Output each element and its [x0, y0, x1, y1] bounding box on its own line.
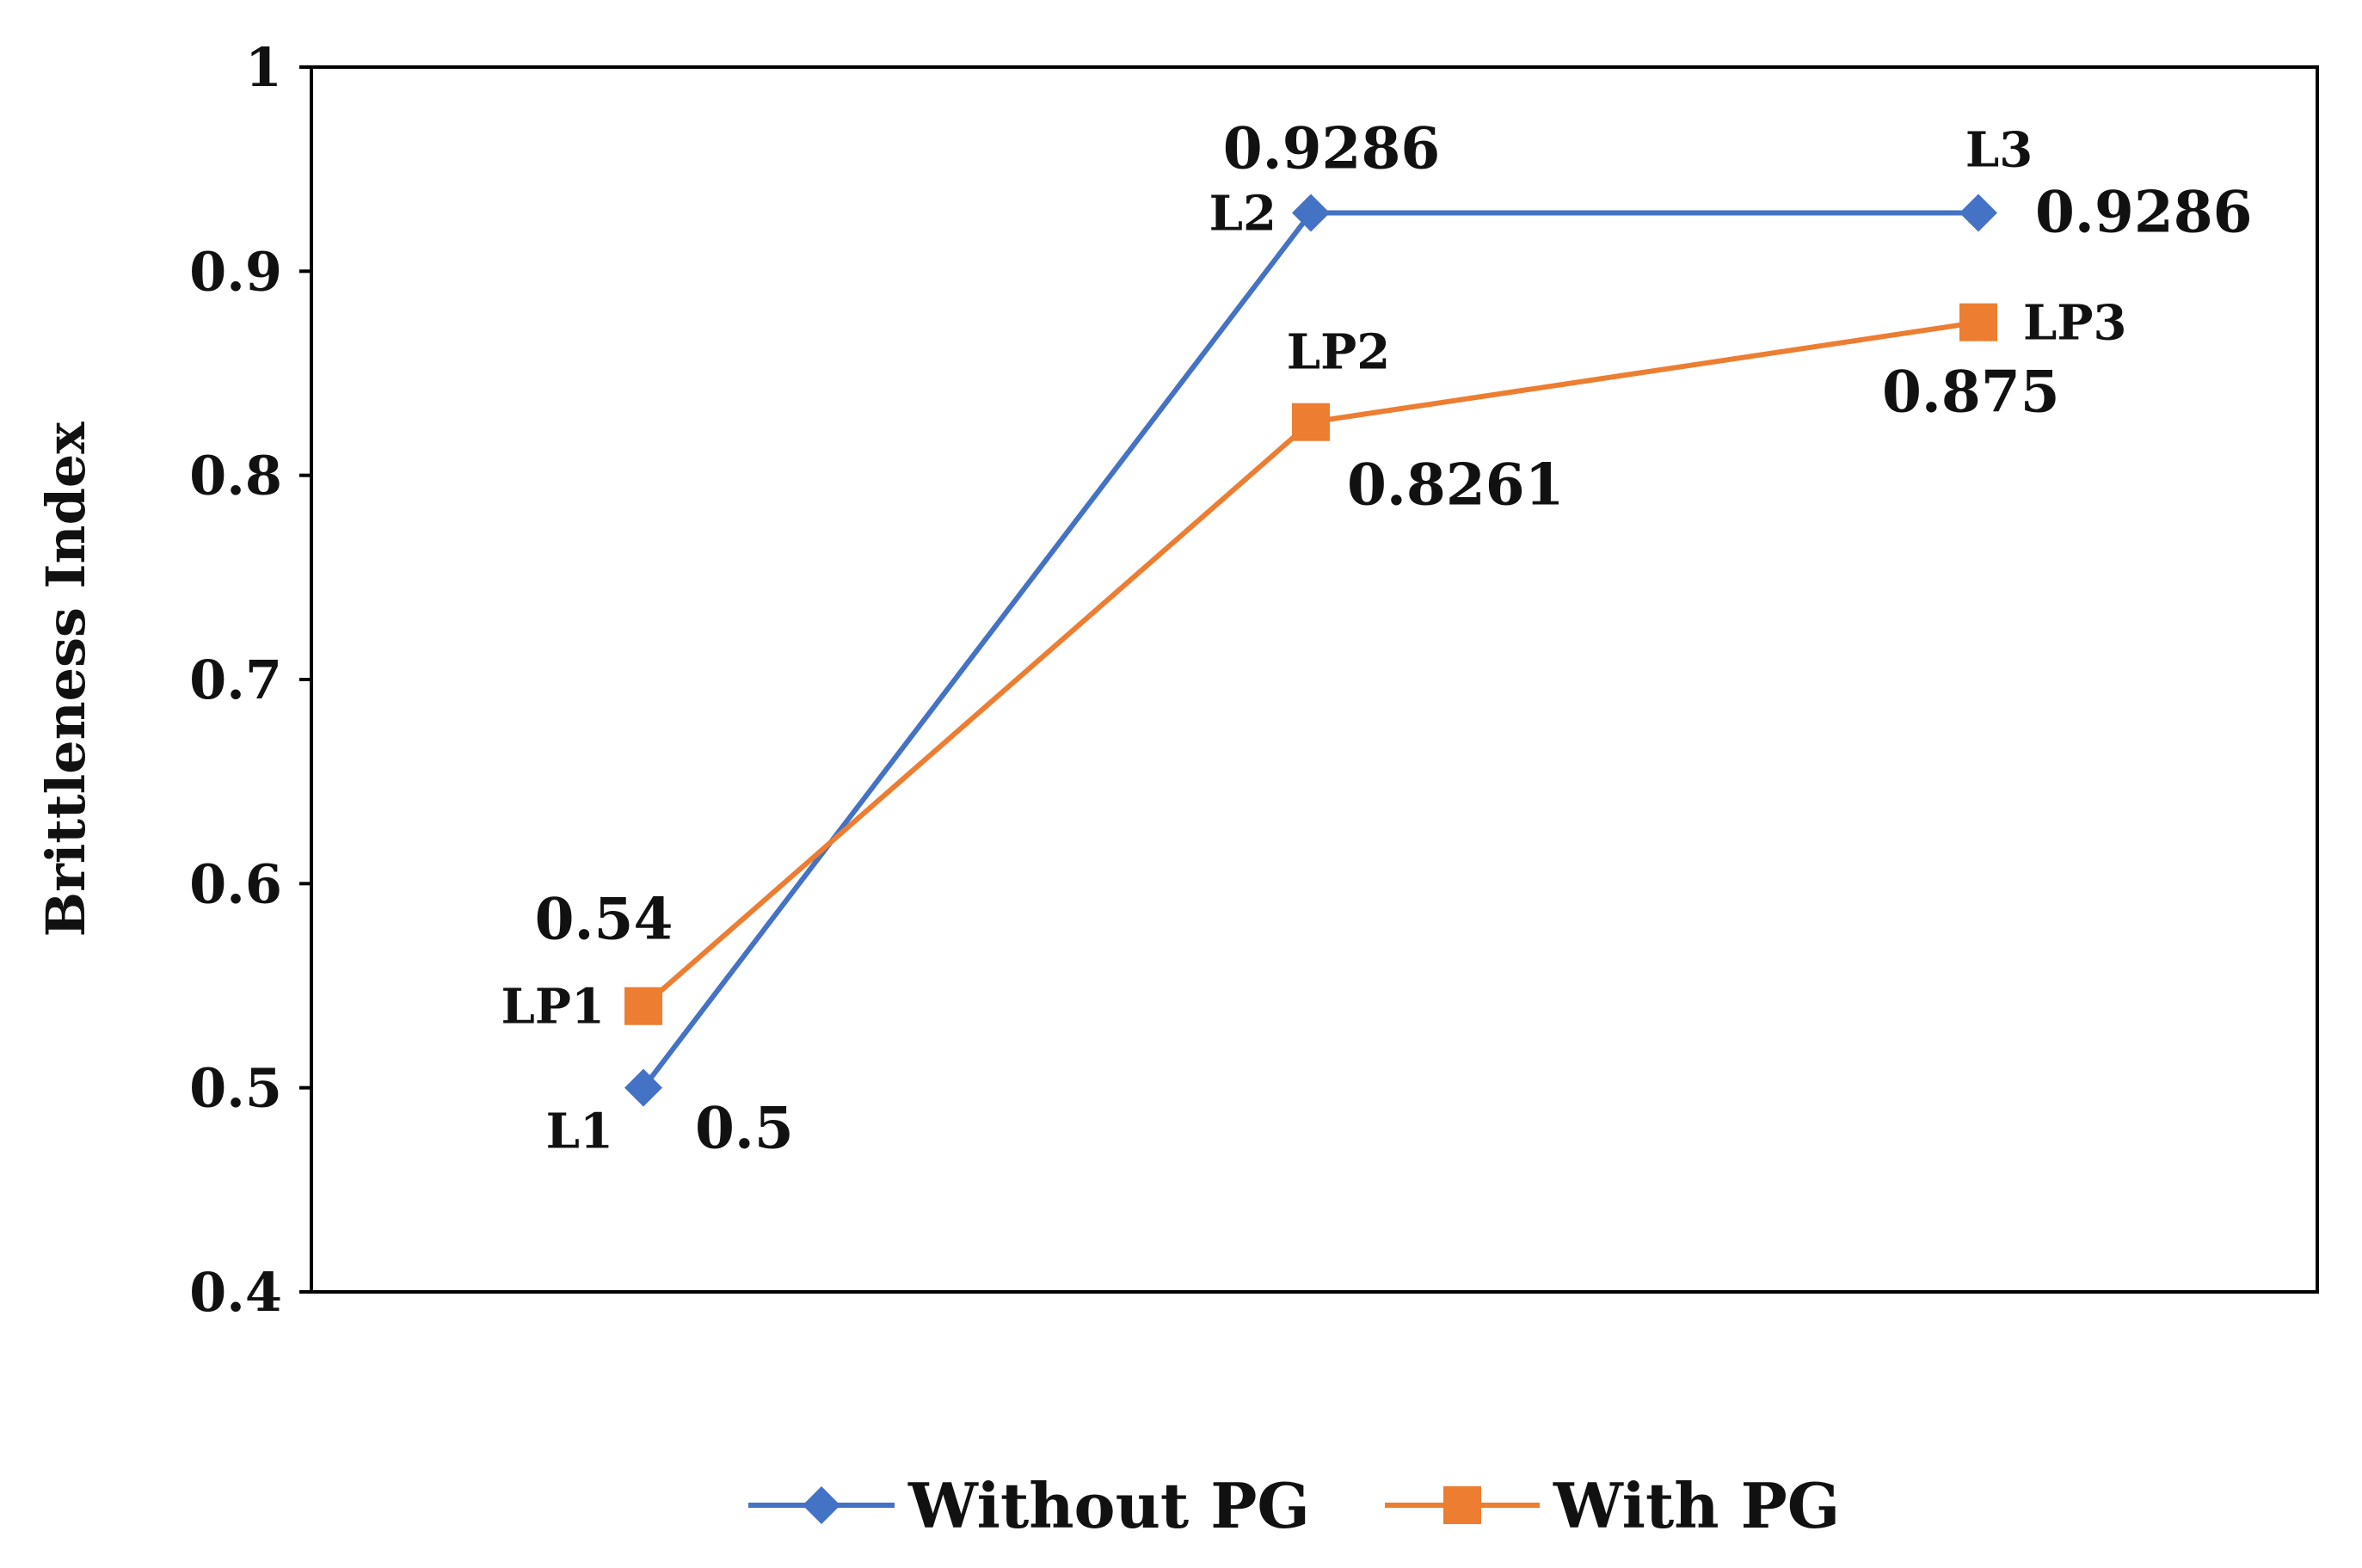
y-axis-ticks: 0.4 0.5 0.6 0.7 0.8 0.9 1	[189, 36, 311, 1324]
legend-marker-diamond	[803, 1486, 840, 1524]
legend-label: Without PG	[907, 1469, 1310, 1542]
point-value-label: 0.5	[695, 1095, 794, 1162]
point-value-label: 0.875	[1882, 359, 2060, 426]
marker-square	[624, 987, 662, 1025]
y-tick-label: 0.7	[189, 649, 282, 711]
point-name-label: LP2	[1287, 324, 1390, 381]
legend-marker-square	[1443, 1486, 1481, 1524]
marker-square	[1959, 303, 1997, 341]
point-name-label: L1	[546, 1104, 613, 1160]
point-value-label: 0.8261	[1347, 452, 1565, 519]
y-tick-label: 0.9	[189, 240, 282, 303]
y-tick-label: 1	[245, 36, 282, 99]
marker-square	[1292, 403, 1330, 441]
point-name-label: L3	[1965, 121, 2033, 178]
y-tick-label: 0.6	[189, 852, 282, 915]
legend-label: With PG	[1553, 1469, 1840, 1542]
y-tick-label: 0.5	[189, 1057, 282, 1120]
y-tick-label: 0.4	[189, 1261, 282, 1324]
point-value-label: 0.54	[535, 886, 674, 953]
marker-diamond	[1959, 194, 1997, 232]
point-name-label: LP1	[501, 979, 605, 1036]
point-value-label: 0.9286	[2035, 178, 2253, 245]
point-value-label: 0.9286	[1223, 114, 1441, 181]
y-tick-label: 0.8	[189, 445, 282, 507]
y-axis-title: Brittleness Index	[34, 421, 97, 938]
point-name-label: L2	[1209, 185, 1276, 242]
marker-diamond	[1292, 194, 1330, 232]
marker-diamond	[624, 1068, 662, 1107]
series-layer	[624, 194, 1997, 1107]
point-name-label: LP3	[2023, 295, 2126, 352]
legend: Without PG With PG	[748, 1469, 1840, 1542]
